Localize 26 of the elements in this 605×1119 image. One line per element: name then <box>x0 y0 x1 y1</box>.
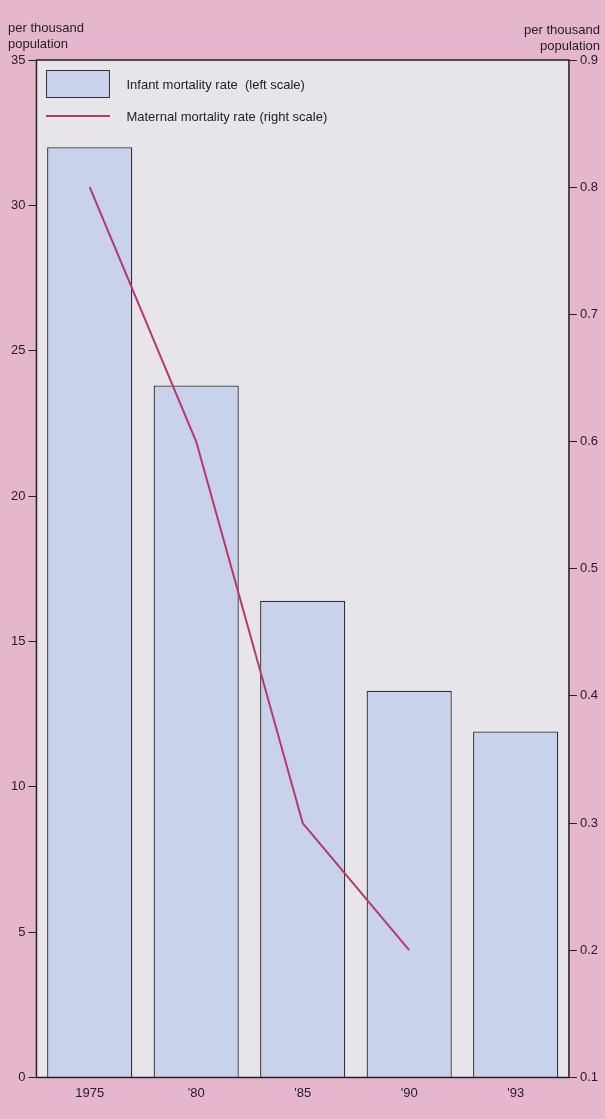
y2-tick-label: 0.8 <box>579 178 599 194</box>
y2-tick-label: 0.5 <box>579 560 599 576</box>
y2-tick-label: 0.9 <box>579 51 599 67</box>
y-tick-label: 10 <box>10 778 26 794</box>
y2-tick-label: 0.2 <box>579 941 599 957</box>
y-tick-label: 30 <box>10 196 26 212</box>
x-tick-label: '90 <box>400 1084 418 1100</box>
y-tick-label: 25 <box>10 342 26 358</box>
y2-axis-title: per thousand population <box>524 22 600 53</box>
y-tick-label: 0 <box>18 1068 26 1084</box>
x-tick-label: '93 <box>507 1084 525 1100</box>
legend-label: Infant mortality rate (left scale) <box>126 76 305 92</box>
x-tick-label: 1975 <box>75 1084 105 1100</box>
y-tick-label: 20 <box>10 487 26 503</box>
y2-tick-label: 0.7 <box>579 305 599 321</box>
x-tick-label: '85 <box>294 1084 312 1100</box>
y2-tick-label: 0.3 <box>579 814 599 830</box>
y2-tick-label: 0.1 <box>579 1068 599 1084</box>
legend-label: Maternal mortality rate (right scale) <box>126 108 328 124</box>
y-axis-title: per thousand population <box>8 20 84 51</box>
y2-tick-label: 0.4 <box>579 687 599 703</box>
y-tick-label: 15 <box>10 632 26 648</box>
y-tick-label: 5 <box>18 923 26 939</box>
y-tick-label: 35 <box>10 51 26 67</box>
x-tick-label: '80 <box>187 1084 205 1100</box>
y2-tick-label: 0.6 <box>579 433 599 449</box>
